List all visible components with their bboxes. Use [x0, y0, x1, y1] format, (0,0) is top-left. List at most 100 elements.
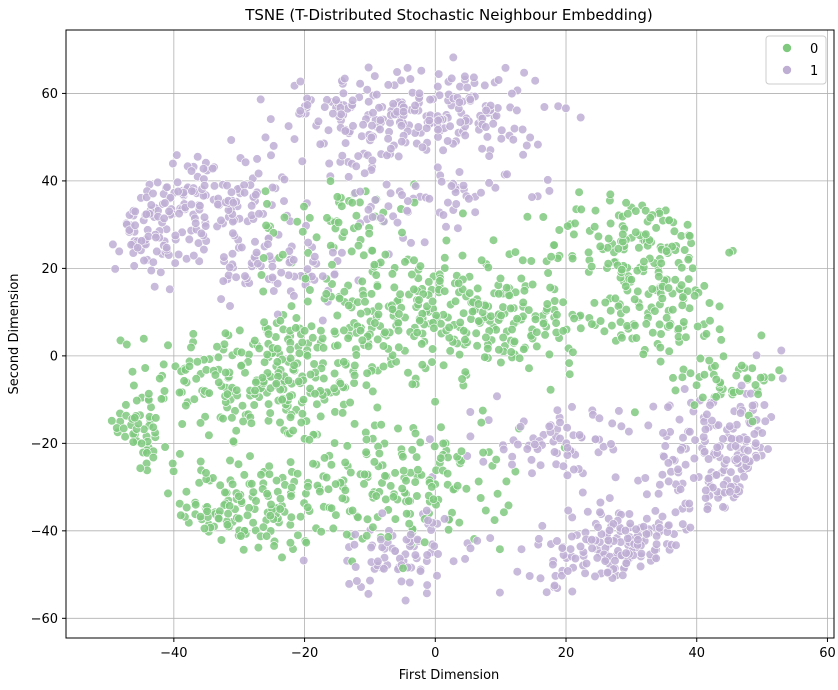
scatter-point-class-1: [266, 114, 276, 124]
scatter-point-class-1: [470, 207, 480, 217]
scatter-point-class-0: [342, 529, 352, 540]
scatter-point-class-1: [478, 457, 488, 467]
scatter-point-class-0: [248, 487, 258, 497]
scatter-point-class-0: [657, 293, 667, 304]
scatter-point-class-0: [357, 276, 367, 287]
scatter-point-class-1: [670, 507, 681, 517]
scatter-point-class-0: [495, 544, 505, 554]
scatter-point-class-0: [613, 244, 624, 254]
scatter-point-class-0: [390, 514, 401, 524]
scatter-point-class-1: [460, 130, 470, 140]
scatter-point-class-0: [266, 499, 276, 510]
scatter-point-class-0: [454, 517, 464, 528]
scatter-point-class-0: [362, 368, 372, 378]
scatter-point-class-0: [234, 491, 244, 501]
scatter-point-class-0: [283, 375, 294, 386]
scatter-point-class-1: [735, 408, 746, 418]
scatter-point-class-1: [237, 242, 247, 252]
scatter-point-class-1: [595, 507, 605, 517]
scatter-point-class-0: [645, 213, 655, 223]
scatter-point-class-0: [301, 537, 311, 548]
scatter-point-class-1: [266, 150, 276, 160]
scatter-point-class-0: [459, 326, 469, 336]
scatter-point-class-0: [179, 376, 189, 386]
scatter-point-class-0: [256, 270, 267, 280]
scatter-point-class-1: [174, 249, 184, 260]
scatter-point-class-0: [670, 275, 680, 285]
scatter-point-class-0: [234, 513, 244, 524]
scatter-point-class-1: [130, 206, 140, 217]
scatter-point-class-0: [420, 537, 430, 547]
scatter-point-class-0: [327, 279, 337, 289]
scatter-point-class-0: [494, 289, 504, 299]
scatter-point-class-0: [458, 208, 468, 218]
scatter-point-class-0: [176, 510, 186, 520]
scatter-point-class-1: [455, 117, 465, 127]
scatter-point-class-0: [397, 484, 407, 494]
scatter-point-class-1: [552, 405, 563, 415]
scatter-point-class-1: [390, 546, 400, 556]
x-tick-label: −40: [160, 646, 187, 661]
scatter-point-class-1: [460, 554, 470, 564]
scatter-point-class-0: [753, 389, 763, 399]
scatter-point-class-1: [636, 548, 647, 559]
scatter-point-class-1: [590, 434, 601, 444]
scatter-point-class-0: [595, 316, 606, 326]
scatter-point-class-1: [648, 402, 658, 412]
scatter-point-class-0: [699, 281, 709, 291]
scatter-point-class-1: [482, 132, 493, 142]
scatter-point-class-1: [397, 137, 407, 147]
scatter-point-class-1: [604, 525, 615, 535]
scatter-point-class-0: [590, 206, 601, 216]
scatter-point-class-0: [605, 218, 616, 229]
scatter-point-class-0: [339, 325, 349, 336]
scatter-point-class-0: [175, 499, 185, 509]
scatter-point-class-0: [330, 438, 340, 448]
scatter-point-class-0: [214, 513, 224, 524]
scatter-point-class-1: [337, 248, 347, 258]
scatter-point-class-0: [474, 476, 484, 487]
scatter-point-class-0: [264, 329, 274, 339]
scatter-point-class-0: [303, 482, 313, 492]
scatter-point-class-1: [425, 94, 435, 105]
scatter-point-class-0: [302, 351, 313, 361]
scatter-point-class-0: [210, 370, 220, 380]
x-tick-label: 20: [558, 646, 575, 661]
scatter-point-class-0: [512, 314, 522, 324]
scatter-point-class-1: [130, 220, 140, 230]
scatter-point-class-0: [478, 448, 488, 458]
scatter-point-class-0: [394, 309, 404, 319]
scatter-point-class-0: [332, 310, 342, 321]
scatter-point-class-1: [721, 455, 732, 465]
scatter-point-class-0: [294, 348, 305, 358]
scatter-point-class-0: [351, 211, 362, 221]
scatter-point-class-0: [216, 535, 226, 545]
scatter-point-class-1: [594, 413, 605, 423]
scatter-point-class-0: [486, 311, 496, 321]
scatter-point-class-0: [429, 323, 439, 333]
scatter-point-class-1: [569, 464, 579, 475]
scatter-point-class-1: [240, 271, 250, 281]
scatter-point-class-0: [256, 470, 266, 480]
scatter-point-class-1: [460, 71, 470, 81]
scatter-point-class-0: [340, 485, 350, 495]
scatter-point-class-1: [653, 489, 664, 499]
scatter-point-class-1: [606, 439, 616, 449]
scatter-point-class-1: [675, 484, 686, 494]
scatter-point-class-1: [443, 136, 453, 146]
scatter-point-class-1: [299, 555, 309, 566]
scatter-point-class-1: [587, 535, 597, 545]
scatter-point-class-1: [370, 71, 380, 81]
scatter-point-class-1: [239, 180, 249, 190]
scatter-point-class-0: [148, 452, 158, 463]
scatter-point-class-1: [422, 123, 432, 133]
scatter-point-class-1: [216, 294, 226, 304]
scatter-point-class-1: [253, 259, 263, 269]
scatter-point-class-0: [522, 212, 533, 222]
scatter-point-class-0: [251, 377, 261, 387]
scatter-point-class-1: [226, 135, 236, 145]
scatter-point-class-0: [304, 435, 314, 445]
scatter-point-class-1: [624, 427, 634, 437]
scatter-point-class-1: [580, 568, 590, 578]
scatter-point-class-1: [476, 188, 486, 198]
